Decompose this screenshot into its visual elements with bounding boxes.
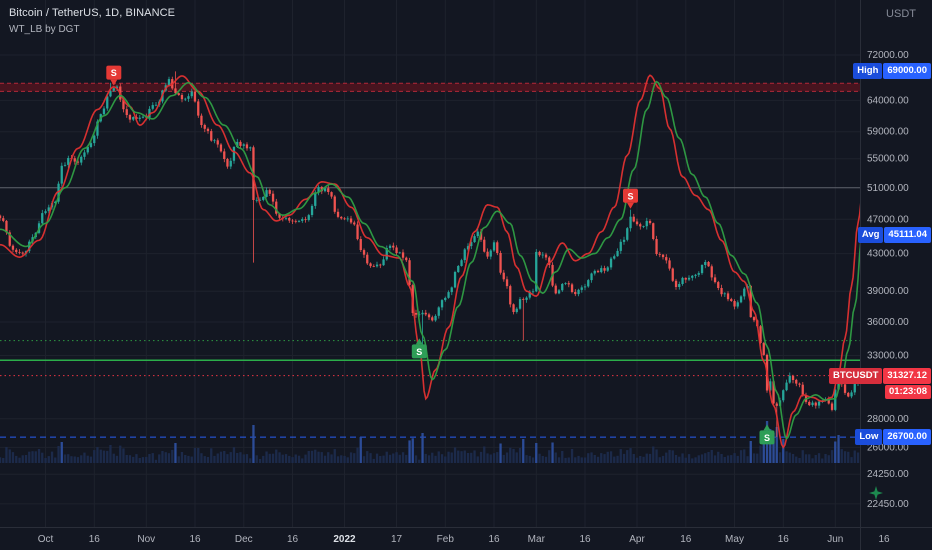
sell-signal-marker: S <box>623 188 638 209</box>
chart-legend: Bitcoin / TetherUS, 1D, BINANCE WT_LB by… <box>9 7 175 35</box>
price-axis-label: 51000.00 <box>867 183 909 194</box>
svg-text:S: S <box>764 433 770 443</box>
overlay-line-wt-fast <box>0 74 864 449</box>
price-axis-label: 64000.00 <box>867 95 909 106</box>
time-axis-label: Apr <box>629 534 645 545</box>
time-axis-label: May <box>725 534 744 545</box>
time-axis-label: 2022 <box>333 534 356 545</box>
indicator-label[interactable]: WT_LB by DGT <box>9 24 80 35</box>
time-axis-label: 16 <box>287 534 299 545</box>
price-axis-label: 26000.00 <box>867 442 909 453</box>
time-axis-label: Mar <box>528 534 546 545</box>
price-axis-label: 59000.00 <box>867 127 909 138</box>
dgt-logo-icon <box>869 486 883 500</box>
price-axis-label: 39000.00 <box>867 286 909 297</box>
svg-text:S: S <box>627 191 633 201</box>
price-axis-label: 72000.00 <box>867 50 909 61</box>
grid-layer <box>0 0 885 527</box>
time-axis-label: Nov <box>137 534 155 545</box>
quote-currency-label: USDT <box>886 8 916 20</box>
price-axis[interactable] <box>860 0 932 550</box>
time-axis-label: 16 <box>89 534 101 545</box>
time-axis-label: Dec <box>235 534 253 545</box>
price-axis-label: 36000.00 <box>867 317 909 328</box>
buy-signal-marker: S <box>411 338 427 359</box>
volume-histogram <box>0 421 860 463</box>
time-axis-label: 16 <box>878 534 890 545</box>
overlay-line-wt-slow <box>0 80 864 440</box>
svg-text:S: S <box>416 347 422 357</box>
time-axis-label: 16 <box>680 534 692 545</box>
time-axis-label: Feb <box>437 534 455 545</box>
wavetrend-overlay-lines <box>0 74 864 449</box>
time-axis-label: 16 <box>579 534 591 545</box>
price-axis-label: 22450.00 <box>867 499 909 510</box>
time-axis-label: 17 <box>391 534 403 545</box>
price-axis-label: 55000.00 <box>867 154 909 165</box>
sell-signal-marker: S <box>106 65 122 86</box>
price-axis-label: 47000.00 <box>867 214 909 225</box>
time-axis-label: 16 <box>189 534 201 545</box>
time-axis-label: Jun <box>827 534 843 545</box>
buy-signal-marker: S <box>759 424 775 445</box>
time-axis-label: 16 <box>488 534 500 545</box>
price-axis-label: 43000.00 <box>867 249 909 260</box>
price-axis-label: 24250.00 <box>867 469 909 480</box>
price-axis-label: 33000.00 <box>867 351 909 362</box>
resistance-band <box>0 82 860 92</box>
time-axis-label: 16 <box>778 534 790 545</box>
symbol-title[interactable]: Bitcoin / TetherUS, 1D, BINANCE <box>9 7 176 19</box>
time-axis-label: Oct <box>38 534 54 545</box>
time-axis[interactable] <box>0 527 932 550</box>
svg-text:S: S <box>111 68 117 78</box>
level-lines-layer <box>0 187 860 438</box>
price-axis-label: 28000.00 <box>867 414 909 425</box>
signal-markers-layer: S S S S <box>106 65 775 445</box>
